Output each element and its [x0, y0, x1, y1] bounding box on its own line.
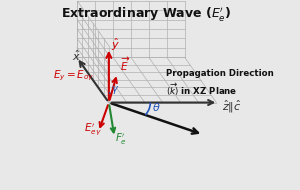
Text: Propagation Direction
$(\overrightarrow{k})$ in XZ Plane: Propagation Direction $(\overrightarrow{… — [167, 69, 274, 98]
Text: $\theta$: $\theta$ — [152, 101, 161, 113]
Text: $E_y = E_{o\gamma}$: $E_y = E_{o\gamma}$ — [53, 69, 95, 83]
Text: $\overrightarrow{E}$: $\overrightarrow{E}$ — [120, 56, 130, 73]
Text: $\hat{y}$: $\hat{y}$ — [111, 37, 120, 53]
Text: $F_e^{\prime}$: $F_e^{\prime}$ — [116, 132, 128, 147]
Text: $\gamma$: $\gamma$ — [111, 84, 119, 96]
Text: Extraordinary Wave ($E_e^{\prime}$): Extraordinary Wave ($E_e^{\prime}$) — [61, 5, 232, 23]
Text: $E_{e\gamma}^{\prime}$: $E_{e\gamma}^{\prime}$ — [84, 121, 102, 137]
Text: $\hat{x}$: $\hat{x}$ — [72, 48, 81, 63]
Text: $\hat{z} \| \hat{c}$: $\hat{z} \| \hat{c}$ — [222, 98, 242, 115]
